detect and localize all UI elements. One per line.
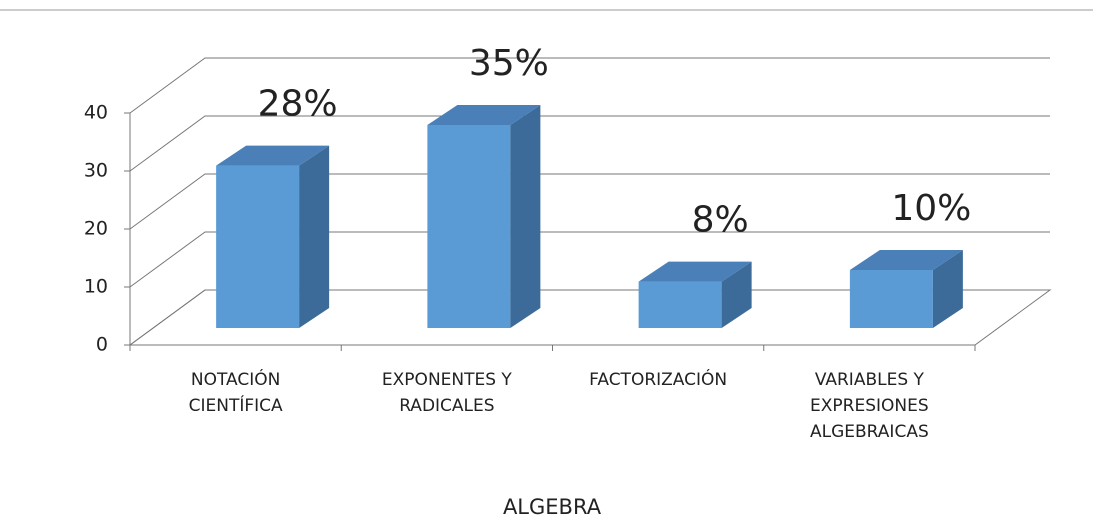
y-tick-label: 10 <box>84 276 108 298</box>
grid-line <box>129 231 1050 288</box>
bar-top <box>638 261 752 282</box>
value-label: 35% <box>469 43 549 84</box>
grid-line <box>129 173 1050 230</box>
y-tick-label: 30 <box>84 160 108 182</box>
value-label: 28% <box>258 84 338 125</box>
x-tick-label: VARIABLES Y EXPRESIONES ALGEBRAICAS <box>810 370 929 442</box>
x-axis-label: ALGEBRA <box>503 495 602 519</box>
x-tick-label: NOTACIÓN CIENTÍFICA <box>188 370 283 416</box>
value-label: 10% <box>891 188 971 229</box>
bar-top <box>849 250 963 270</box>
grid-line <box>129 289 1050 346</box>
y-tick-label: 0 <box>96 334 108 356</box>
y-tick-label: 20 <box>84 218 108 240</box>
bar <box>638 281 722 328</box>
grid-line <box>129 115 1050 172</box>
grid-line <box>129 57 1050 114</box>
x-tick-label: FACTORIZACIÓN <box>589 370 728 390</box>
bar-side <box>510 105 541 328</box>
bar <box>427 125 511 328</box>
bar-side <box>721 261 752 328</box>
bar-side <box>932 250 963 328</box>
bar-top <box>427 105 541 125</box>
bar-top <box>216 145 330 166</box>
bar <box>849 270 933 328</box>
bar <box>216 165 300 328</box>
x-tick-label: EXPONENTES Y RADICALES <box>381 370 512 416</box>
value-label: 8% <box>692 200 749 241</box>
bar-side <box>299 145 330 328</box>
y-tick-label: 40 <box>84 102 108 124</box>
